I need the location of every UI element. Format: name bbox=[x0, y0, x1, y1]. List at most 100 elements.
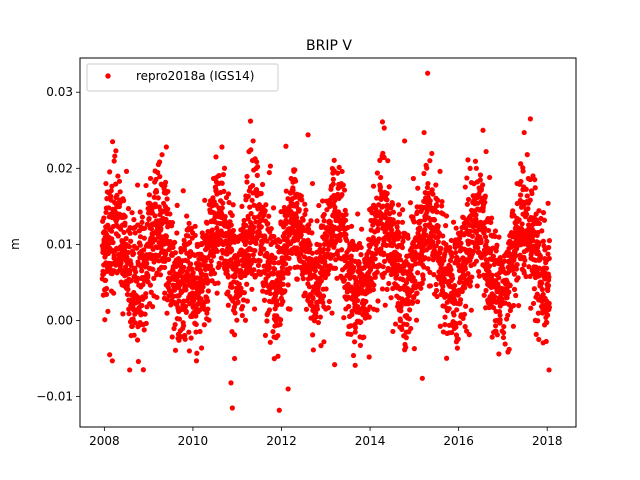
data-point bbox=[276, 407, 282, 413]
data-point bbox=[140, 282, 146, 288]
data-point bbox=[390, 285, 396, 292]
data-point bbox=[204, 310, 210, 316]
data-point bbox=[534, 291, 540, 297]
data-point bbox=[277, 239, 283, 245]
data-point bbox=[429, 150, 435, 157]
data-point bbox=[108, 193, 114, 199]
y-tick-label: 0.02 bbox=[46, 161, 73, 175]
data-point bbox=[545, 251, 551, 257]
data-point bbox=[539, 280, 545, 286]
data-point bbox=[492, 323, 499, 329]
data-point bbox=[377, 182, 383, 188]
data-point bbox=[262, 332, 269, 338]
data-point bbox=[247, 118, 254, 124]
data-point bbox=[188, 335, 194, 341]
data-point bbox=[519, 221, 525, 227]
data-point bbox=[134, 245, 140, 251]
data-point bbox=[306, 284, 313, 290]
data-point bbox=[444, 355, 450, 361]
data-point bbox=[229, 405, 235, 411]
data-point bbox=[329, 310, 335, 316]
data-point bbox=[205, 288, 211, 294]
data-point bbox=[134, 182, 141, 188]
data-point bbox=[130, 250, 137, 257]
data-point bbox=[372, 274, 378, 280]
data-point bbox=[172, 322, 178, 328]
data-point bbox=[520, 168, 526, 174]
data-point bbox=[521, 262, 527, 268]
data-point bbox=[477, 188, 483, 194]
data-point bbox=[546, 255, 552, 262]
data-point bbox=[143, 291, 149, 297]
data-point bbox=[419, 375, 425, 381]
data-point bbox=[501, 323, 507, 330]
data-point bbox=[125, 206, 132, 212]
data-point bbox=[489, 334, 495, 340]
data-point bbox=[285, 282, 291, 288]
data-point bbox=[173, 271, 179, 277]
data-point bbox=[106, 205, 112, 211]
data-point bbox=[103, 285, 110, 292]
data-point bbox=[205, 306, 211, 312]
data-point bbox=[390, 209, 397, 215]
data-point bbox=[124, 254, 130, 260]
data-point bbox=[435, 197, 441, 203]
data-point bbox=[541, 243, 547, 249]
data-point bbox=[127, 225, 133, 231]
x-tick-label: 2010 bbox=[178, 434, 209, 448]
data-point bbox=[467, 165, 473, 171]
data-point bbox=[254, 164, 261, 170]
data-point bbox=[525, 206, 531, 212]
data-point bbox=[241, 290, 247, 296]
data-point bbox=[193, 321, 199, 328]
data-point bbox=[339, 192, 345, 198]
data-point bbox=[158, 245, 164, 251]
data-point bbox=[389, 201, 396, 208]
data-point bbox=[421, 170, 427, 177]
data-point bbox=[541, 217, 548, 223]
data-point bbox=[511, 286, 518, 292]
data-point bbox=[230, 202, 236, 208]
data-point bbox=[111, 158, 117, 164]
data-point bbox=[183, 287, 189, 293]
data-point bbox=[174, 230, 180, 236]
data-point bbox=[298, 251, 304, 257]
data-point bbox=[473, 216, 479, 222]
legend: repro2018a (IGS14) bbox=[86, 63, 279, 92]
data-point bbox=[108, 188, 114, 194]
data-point bbox=[397, 257, 404, 263]
data-point bbox=[375, 226, 381, 232]
data-point bbox=[287, 265, 293, 271]
data-point bbox=[384, 197, 390, 203]
data-point bbox=[496, 351, 502, 357]
data-point bbox=[216, 172, 222, 179]
data-point bbox=[323, 263, 329, 269]
y-tick-label: 0.00 bbox=[46, 313, 73, 327]
data-point bbox=[287, 306, 293, 312]
data-point bbox=[515, 275, 521, 281]
data-point bbox=[176, 316, 183, 322]
data-point bbox=[115, 211, 121, 217]
data-point bbox=[294, 215, 300, 221]
data-point bbox=[272, 255, 278, 261]
data-point bbox=[115, 173, 121, 179]
data-point bbox=[514, 180, 520, 187]
data-point bbox=[414, 209, 420, 215]
data-point bbox=[103, 209, 109, 216]
data-point bbox=[144, 260, 150, 266]
data-point bbox=[485, 227, 492, 234]
data-point bbox=[332, 265, 339, 271]
data-point bbox=[531, 286, 537, 292]
data-point bbox=[254, 172, 260, 178]
data-point bbox=[270, 328, 276, 335]
data-point bbox=[380, 274, 386, 280]
data-point bbox=[420, 276, 426, 282]
data-point bbox=[222, 266, 228, 272]
data-point bbox=[356, 240, 363, 247]
data-point bbox=[483, 250, 489, 256]
data-point bbox=[434, 293, 440, 300]
data-point bbox=[234, 295, 240, 301]
data-point bbox=[395, 202, 402, 208]
data-point bbox=[115, 233, 121, 239]
data-point bbox=[456, 279, 463, 286]
